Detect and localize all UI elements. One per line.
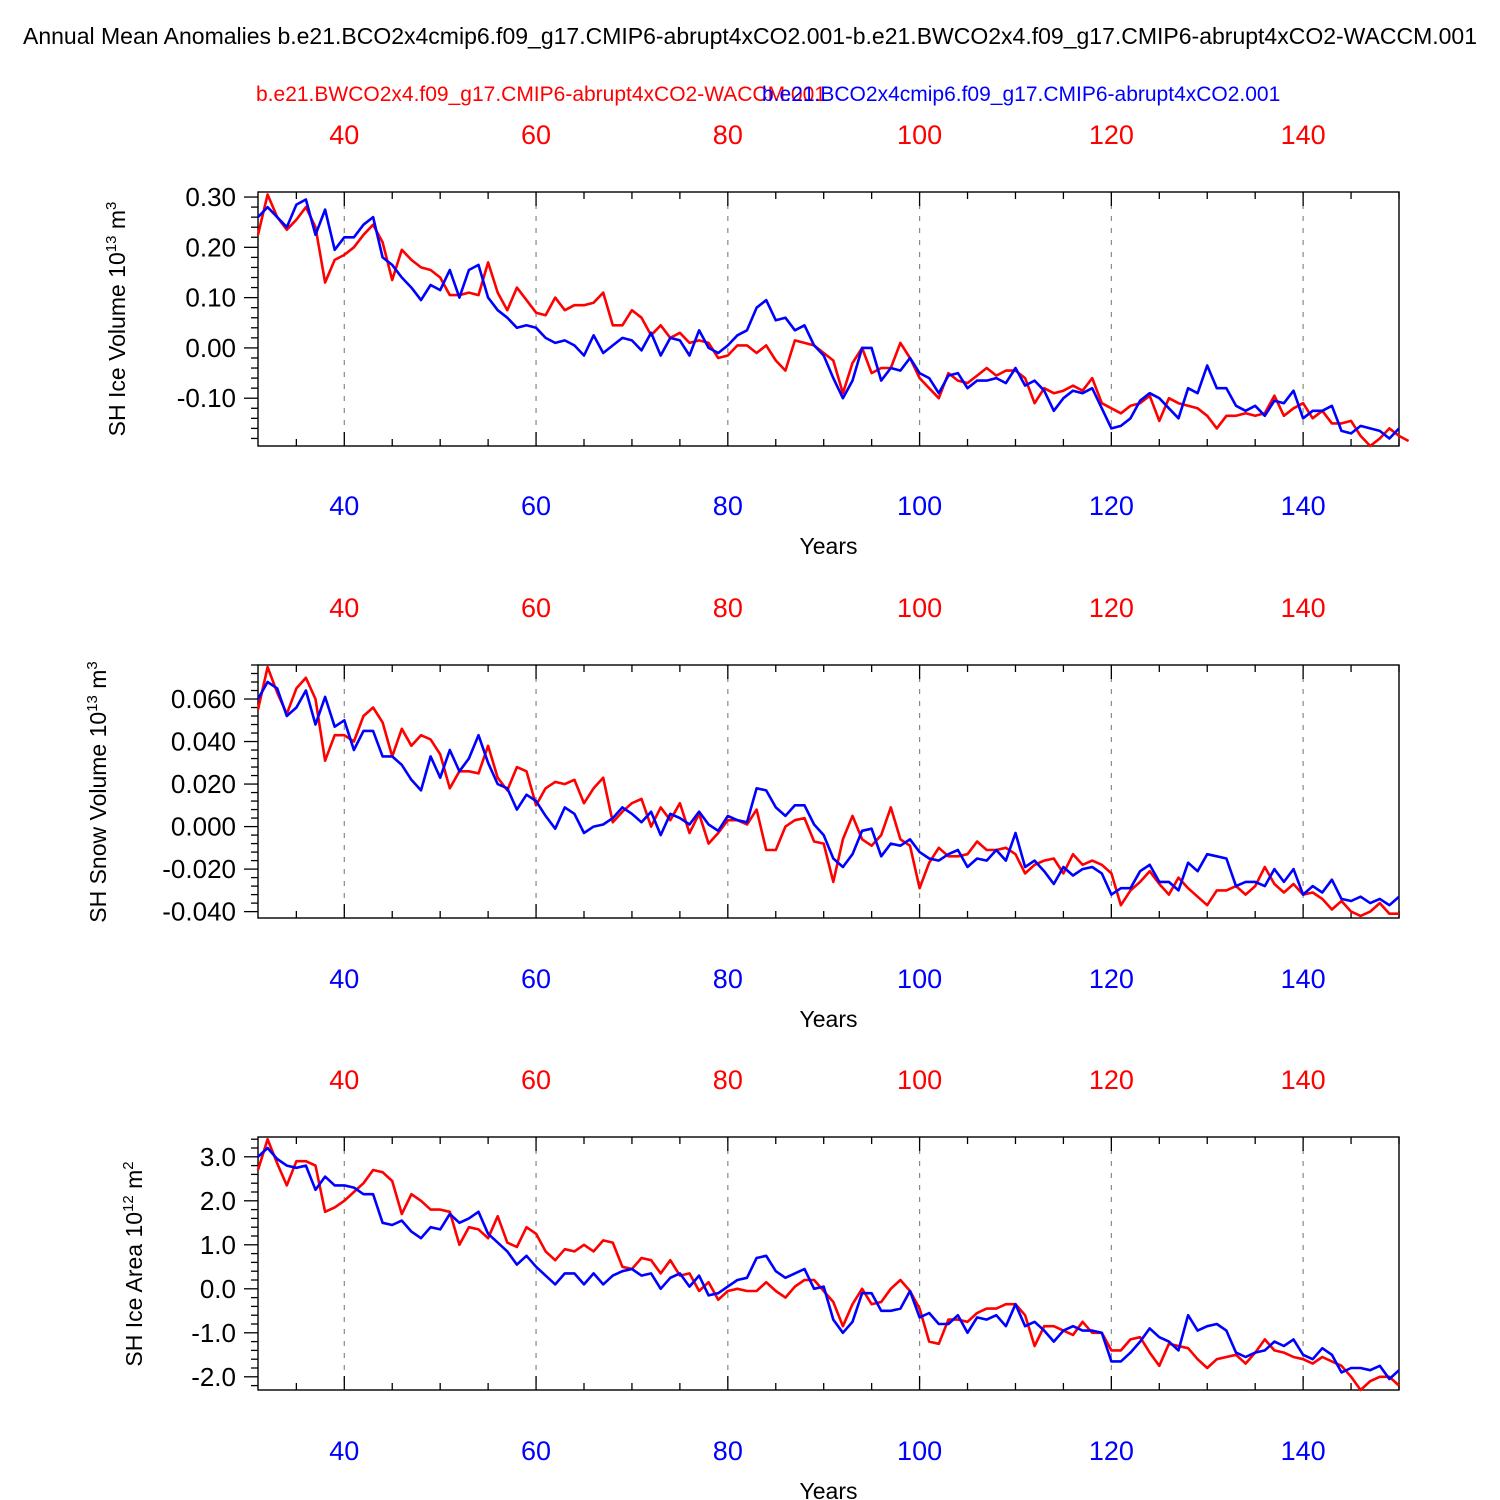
- x-tick-label-top: 80: [713, 1065, 743, 1095]
- x-axis-label: Years: [800, 1006, 858, 1032]
- x-tick-label-top: 40: [329, 1065, 359, 1095]
- y-tick-label: 0.00: [185, 333, 236, 363]
- series-cmip6-line: [256, 680, 1400, 907]
- x-tick-label-top: 60: [521, 593, 551, 623]
- y-tick-label: -0.040: [162, 897, 236, 927]
- x-tick-label-bottom: 140: [1281, 964, 1326, 994]
- x-tick-label-top: 80: [713, 593, 743, 623]
- y-axis-label: SH Ice Area 1012 m2: [120, 1161, 147, 1366]
- y-tick-label: 0.040: [171, 727, 236, 757]
- x-tick-label-bottom: 80: [713, 1436, 743, 1466]
- y-tick-label: -2.0: [191, 1362, 236, 1392]
- y-tick-label: 0.10: [185, 283, 236, 313]
- x-tick-label-top: 40: [329, 120, 359, 150]
- x-tick-label-bottom: 100: [897, 491, 942, 521]
- x-tick-label-top: 100: [897, 593, 942, 623]
- series-waccm-line: [256, 193, 1410, 448]
- x-tick-label-top: 140: [1281, 120, 1326, 150]
- y-tick-label: 0.020: [171, 769, 236, 799]
- x-tick-label-top: 120: [1089, 120, 1134, 150]
- x-tick-label-bottom: 40: [329, 491, 359, 521]
- panel-3: 3.0 2.0 1.0 0.0 -1.0 -2.0 40 40 60 60 80 80 100 100 12…: [120, 1065, 1400, 1500]
- y-tick-label: -0.10: [177, 383, 236, 413]
- plot-frame: [257, 191, 1400, 447]
- y-tick-label: 1.0: [200, 1230, 236, 1260]
- x-tick-label-bottom: 60: [521, 964, 551, 994]
- y-tick-label: 0.20: [185, 232, 236, 262]
- legend-blue-run: b.e21.BCO2x4cmip6.f09_g17.CMIP6-abrupt4x…: [762, 83, 1280, 106]
- x-tick-label-bottom: 40: [329, 964, 359, 994]
- legend-red-run: b.e21.BWCO2x4.f09_g17.CMIP6-abrupt4xCO2-…: [256, 83, 826, 106]
- x-tick-label-top: 40: [329, 593, 359, 623]
- x-tick-label-top: 120: [1089, 1065, 1134, 1095]
- x-tick-label-bottom: 100: [897, 964, 942, 994]
- y-tick-label: 2.0: [200, 1186, 236, 1216]
- x-tick-label-bottom: 120: [1089, 964, 1134, 994]
- x-tick-label-top: 120: [1089, 593, 1134, 623]
- y-tick-label: 0.30: [185, 182, 236, 212]
- x-tick-label-bottom: 60: [521, 1436, 551, 1466]
- series-waccm-line: [256, 1137, 1400, 1392]
- x-tick-label-top: 100: [897, 120, 942, 150]
- y-tick-label: 0.060: [171, 684, 236, 714]
- series-waccm-line: [256, 665, 1399, 918]
- x-axis-label: Years: [800, 533, 858, 559]
- x-tick-label-bottom: 40: [329, 1436, 359, 1466]
- y-tick-label: 0.0: [200, 1274, 236, 1304]
- series-cmip6-line: [257, 198, 1400, 440]
- plot-frame: [257, 664, 1400, 919]
- y-tick-label: 3.0: [200, 1142, 236, 1172]
- x-tick-label-bottom: 120: [1089, 1436, 1134, 1466]
- x-tick-label-bottom: 140: [1281, 491, 1326, 521]
- y-tick-label: -1.0: [191, 1318, 236, 1348]
- x-axis-label: Years: [800, 1478, 858, 1500]
- x-tick-label-top: 140: [1281, 593, 1326, 623]
- y-tick-label: 0.000: [171, 812, 236, 842]
- series-cmip6-line: [257, 1146, 1400, 1381]
- x-tick-label-top: 60: [521, 1065, 551, 1095]
- x-tick-label-top: 60: [521, 120, 551, 150]
- x-tick-label-bottom: 120: [1089, 491, 1134, 521]
- x-tick-label-bottom: 80: [713, 491, 743, 521]
- x-tick-label-bottom: 140: [1281, 1436, 1326, 1466]
- panel-2: 0.060 0.040 0.020 0.000 -0.020 -0.040 40 40 60 60…: [84, 593, 1400, 1032]
- x-tick-label-top: 100: [897, 1065, 942, 1095]
- plot-frame: [257, 1136, 1400, 1391]
- y-axis-label: SH Ice Volume 1013 m3: [103, 202, 130, 437]
- x-tick-label-top: 140: [1281, 1065, 1326, 1095]
- figure-title: Annual Mean Anomalies b.e21.BCO2x4cmip6.…: [23, 23, 1477, 49]
- x-tick-label-bottom: 100: [897, 1436, 942, 1466]
- x-tick-label-bottom: 80: [713, 964, 743, 994]
- panels: 0.30 0.20 0.10 0.00 -0.10 40 40 60 60 80 80 100 100 1…: [84, 120, 1410, 1500]
- panel-1: 0.30 0.20 0.10 0.00 -0.10 40 40 60 60 80 80 100 100 1…: [103, 120, 1410, 559]
- y-tick-label: -0.020: [162, 854, 236, 884]
- y-axis-label: SH Snow Volume 1013 m3: [84, 661, 111, 923]
- x-tick-label-bottom: 60: [521, 491, 551, 521]
- x-tick-label-top: 80: [713, 120, 743, 150]
